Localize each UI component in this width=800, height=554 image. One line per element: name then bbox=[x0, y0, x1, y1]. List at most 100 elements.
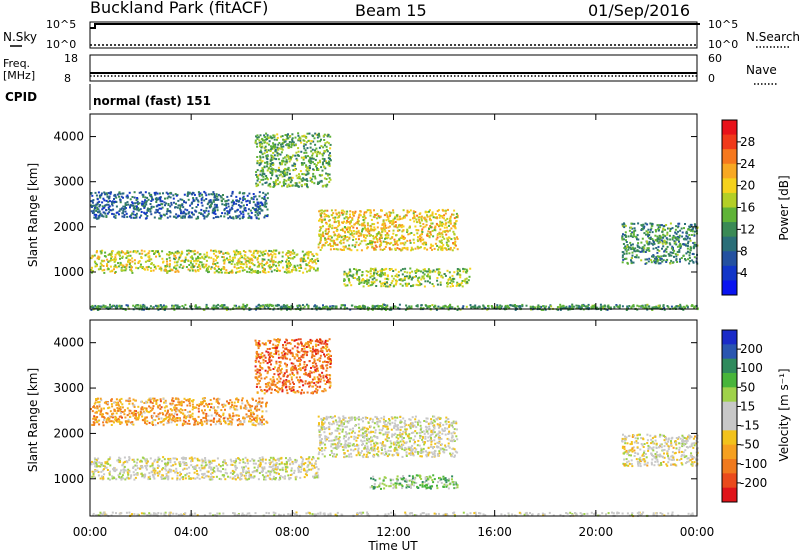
power-echo-1-599 bbox=[120, 263, 123, 266]
velocity-echo-0-28 bbox=[264, 462, 267, 465]
velocity-echo-0-204 bbox=[224, 478, 227, 481]
power-echo-4-710 bbox=[374, 244, 377, 247]
power-echo-1-595 bbox=[189, 261, 192, 264]
power-echo-1-267 bbox=[100, 251, 103, 254]
power-echo-3-60 bbox=[255, 173, 258, 176]
power-echo-4-150 bbox=[363, 211, 366, 214]
power-echo-6-264 bbox=[671, 227, 674, 230]
power-echo-3-398 bbox=[286, 173, 289, 176]
power-echo-2-232 bbox=[129, 204, 132, 207]
power-echo-5-259 bbox=[386, 275, 389, 278]
power-echo-1-661 bbox=[275, 264, 278, 267]
power-echo-6-42 bbox=[648, 240, 651, 243]
power-echo-1-416 bbox=[299, 263, 302, 266]
power-echo-3-354 bbox=[302, 139, 305, 142]
power-echo-3-527 bbox=[297, 150, 300, 153]
power-echo-5-116 bbox=[347, 277, 350, 280]
power-echo-3-276 bbox=[305, 156, 307, 159]
power-echo-1-449 bbox=[119, 262, 122, 265]
power-echo-3-292 bbox=[321, 174, 324, 177]
power-echo-2-589 bbox=[225, 204, 228, 207]
power-echo-0-448 bbox=[162, 304, 165, 307]
power-echo-0-318 bbox=[408, 305, 411, 308]
power-echo-3-323 bbox=[268, 182, 271, 185]
power-ground-233 bbox=[194, 305, 197, 308]
power-echo-5-283 bbox=[464, 280, 466, 283]
power-echo-4-787 bbox=[409, 218, 412, 221]
power-echo-3-514 bbox=[289, 178, 292, 181]
power-echo-3-575 bbox=[306, 184, 308, 186]
power-echo-0-344 bbox=[519, 306, 522, 309]
power-echo-1-719 bbox=[101, 260, 104, 263]
power-echo-1-316 bbox=[119, 263, 122, 266]
power-echo-2-656 bbox=[257, 205, 260, 208]
power-echo-5-160 bbox=[382, 282, 385, 285]
power-echo-6-430 bbox=[679, 229, 682, 232]
power-echo-1-266 bbox=[166, 271, 169, 274]
power-echo-4-718 bbox=[402, 229, 405, 232]
power-echo-3-455 bbox=[268, 143, 270, 146]
power-echo-4-300 bbox=[393, 240, 396, 243]
power-echo-3-418 bbox=[265, 157, 268, 160]
power-echo-5-102 bbox=[344, 272, 347, 275]
power-ground-9 bbox=[368, 307, 370, 310]
power-echo-0-247 bbox=[646, 308, 649, 311]
power-echo-5-128 bbox=[405, 275, 408, 278]
power-echo-6-33 bbox=[648, 234, 651, 236]
power-echo-1-650 bbox=[282, 266, 285, 269]
power-echo-1-557 bbox=[162, 260, 165, 263]
power-echo-1-114 bbox=[94, 265, 97, 268]
velocity-echo-0-280 bbox=[294, 458, 297, 461]
power-echo-2-350 bbox=[245, 200, 248, 203]
velocity-echo-0-80 bbox=[215, 475, 218, 478]
power-echo-4-468 bbox=[363, 215, 366, 218]
power-echo-2-564 bbox=[255, 216, 258, 219]
power-echo-4-194 bbox=[327, 232, 329, 235]
velocity-echo-0-366 bbox=[269, 473, 272, 476]
power-echo-4-704 bbox=[373, 226, 376, 229]
power-echo-3-56 bbox=[316, 136, 319, 139]
power-echo-1-479 bbox=[148, 259, 151, 261]
velocity-echo-0-266 bbox=[216, 467, 219, 470]
power-ground-144 bbox=[617, 306, 620, 308]
power-echo-1-393 bbox=[238, 261, 241, 264]
power-echo-1-699 bbox=[189, 256, 192, 259]
velocity-echo-0-162 bbox=[180, 476, 183, 479]
power-echo-1-310 bbox=[250, 254, 253, 257]
power-ground-98 bbox=[678, 306, 681, 309]
power-echo-1-99 bbox=[201, 263, 204, 266]
power-echo-6-353 bbox=[661, 242, 664, 245]
power-echo-1-384 bbox=[119, 257, 121, 260]
power-echo-1-184 bbox=[265, 262, 267, 265]
power-echo-6-32 bbox=[652, 241, 655, 243]
power-echo-4-696 bbox=[349, 216, 352, 218]
velocity-echo-0-251 bbox=[128, 456, 131, 459]
power-echo-4-256 bbox=[446, 226, 448, 229]
power-echo-6-381 bbox=[633, 248, 635, 251]
velocity-echo-0-1 bbox=[192, 477, 195, 480]
power-echo-4-402 bbox=[389, 237, 392, 240]
power-echo-6-312 bbox=[694, 224, 697, 227]
power-echo-4-251 bbox=[434, 213, 437, 215]
power-echo-3-69 bbox=[276, 179, 279, 182]
power-echo-2-128 bbox=[265, 202, 268, 205]
power-echo-3-431 bbox=[277, 143, 280, 146]
power-echo-4-661 bbox=[441, 236, 444, 239]
power-echo-0-143 bbox=[383, 306, 386, 309]
power-echo-1-620 bbox=[90, 256, 93, 259]
power-echo-0-325 bbox=[456, 309, 459, 311]
power-echo-5-303 bbox=[428, 270, 431, 273]
power-echo-4-814 bbox=[397, 229, 400, 232]
velocity-echo-0-339 bbox=[160, 478, 163, 480]
velocity-echo-0-262 bbox=[269, 472, 272, 475]
power-echo-2-468 bbox=[265, 199, 268, 202]
velocity-echo-0-489 bbox=[301, 460, 304, 463]
power-echo-2-538 bbox=[145, 201, 148, 204]
power-echo-3-322 bbox=[270, 159, 273, 161]
power-echo-2-184 bbox=[121, 215, 124, 218]
power-echo-5-11 bbox=[401, 279, 404, 282]
power-echo-5-229 bbox=[417, 284, 420, 287]
power-echo-2-653 bbox=[244, 209, 247, 212]
power-echo-6-222 bbox=[643, 244, 646, 247]
power-echo-3-507 bbox=[314, 149, 316, 152]
